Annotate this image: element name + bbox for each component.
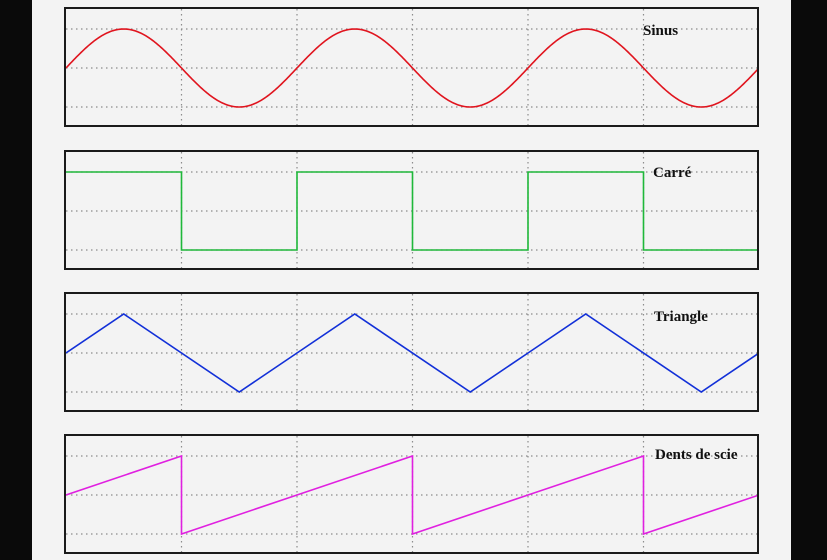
sawtooth-panel: Dents de scie bbox=[64, 434, 759, 554]
sine-panel: Sinus bbox=[64, 7, 759, 127]
square-title: Carré bbox=[653, 165, 692, 181]
sine-plot bbox=[66, 9, 757, 125]
square-plot bbox=[66, 152, 757, 268]
triangle-plot bbox=[66, 294, 757, 410]
sawtooth-series-line bbox=[66, 454, 757, 536]
sine-series-line bbox=[66, 28, 757, 108]
sawtooth-title: Dents de scie bbox=[655, 447, 738, 463]
triangle-title: Triangle bbox=[654, 309, 708, 325]
square-series-line bbox=[66, 171, 757, 251]
square-panel: Carré bbox=[64, 150, 759, 270]
sine-title: Sinus bbox=[643, 23, 679, 39]
triangle-series-line bbox=[66, 313, 757, 393]
triangle-panel: Triangle bbox=[64, 292, 759, 412]
sawtooth-plot bbox=[66, 436, 757, 552]
